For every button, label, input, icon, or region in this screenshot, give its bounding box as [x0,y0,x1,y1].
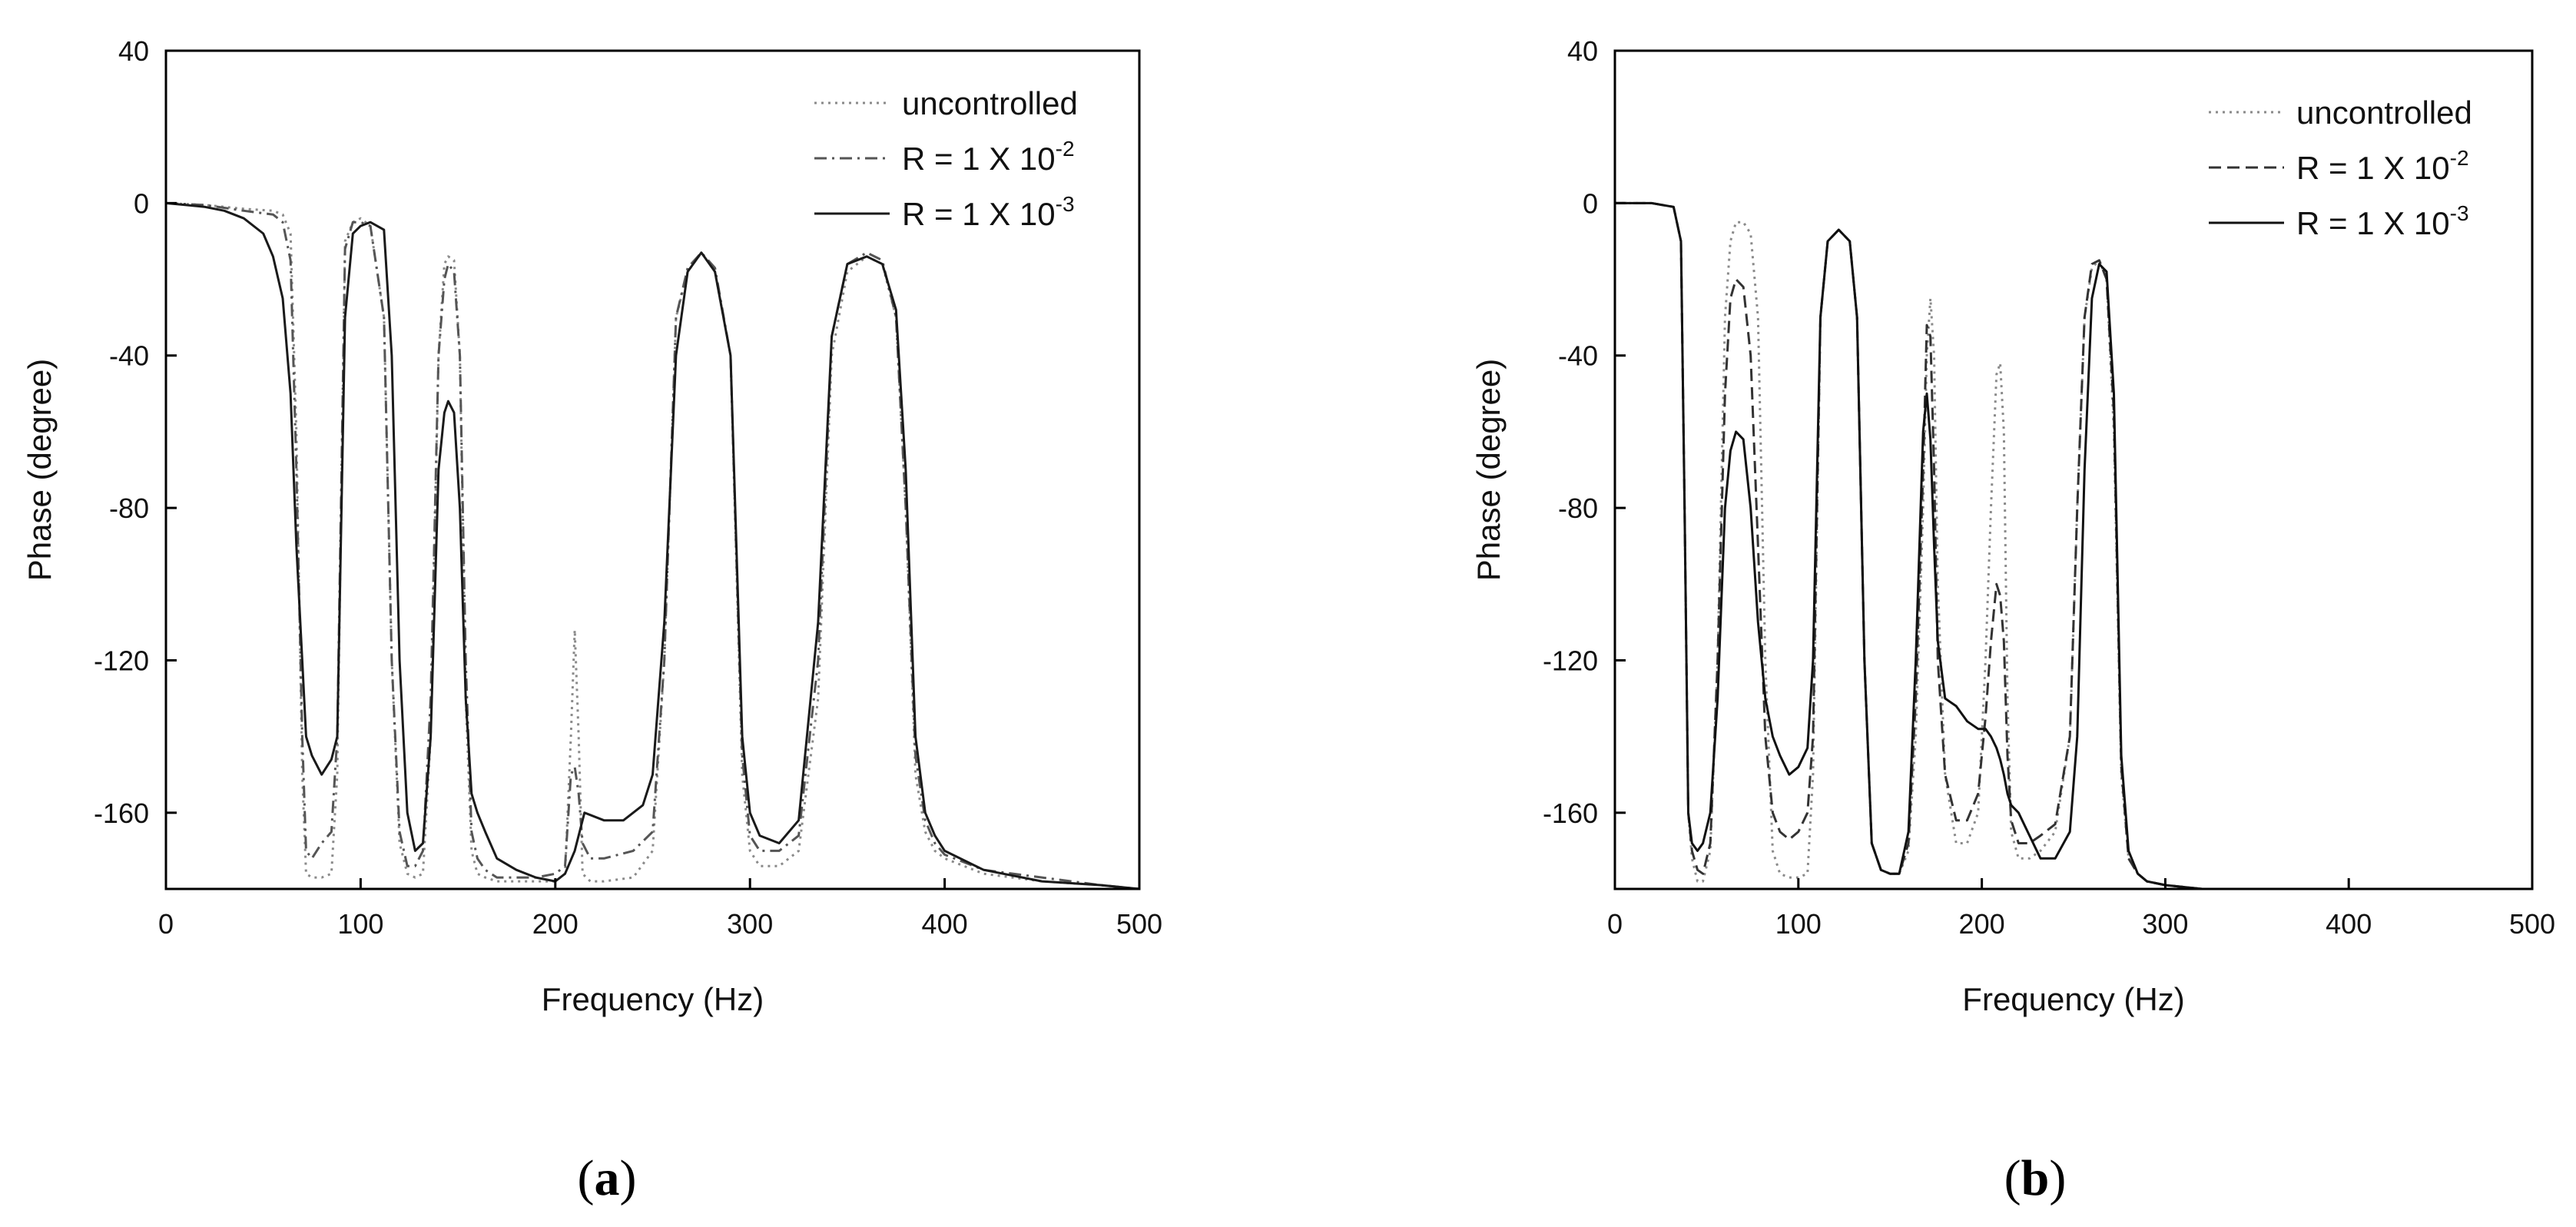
x-tick-label: 300 [2142,908,2188,940]
legend-label: R = 1 X 10-3 [2296,201,2469,241]
x-tick-label: 400 [2326,908,2372,940]
x-tick-label: 200 [1959,908,2005,940]
chart-b: 0 100 200 300 400 500400-40-80-120-160Frequen… [1470,35,2555,1206]
y-axis-label: Phase (degree) [1470,359,1507,582]
x-axis-label: Frequency (Hz) [542,981,764,1017]
series-line-1 [1615,201,2532,890]
legend-label: uncontrolled [902,85,1078,121]
x-tick-label: 0 [158,908,174,940]
x-tick-label: 100 [337,908,383,940]
y-tick-label: -40 [109,340,149,372]
legend-label: R = 1 X 10-2 [902,137,1075,177]
y-tick-label: -120 [1543,645,1598,676]
x-axis-label: Frequency (Hz) [1962,981,2184,1017]
y-tick-label: -120 [94,645,149,676]
x-tick-label: 500 [1116,908,1162,940]
panel-caption: (a) [578,1150,637,1206]
x-tick-label: 0 [1607,908,1623,940]
y-tick-label: -160 [1543,798,1598,829]
series-line-2 [1615,201,2532,890]
legend-label: R = 1 X 10-2 [2296,146,2469,186]
panel-caption: (b) [2004,1150,2067,1206]
x-tick-label: 500 [2509,908,2555,940]
plot-frame [1613,49,2534,890]
y-tick-label: -80 [109,492,149,524]
y-tick-label: 0 [1583,187,1598,219]
x-tick-label: 300 [727,908,773,940]
y-tick-label: 40 [118,35,149,67]
x-tick-label: 200 [532,908,579,940]
x-tick-label: 100 [1775,908,1822,940]
legend-label: uncontrolled [2296,95,2472,131]
y-tick-label: -80 [1558,492,1598,524]
y-tick-label: 0 [134,187,149,219]
series-line-3 [1615,201,2532,890]
chart-a: 0 100 200 300 400 500400-40-80-120-160Frequen… [22,35,1162,1206]
y-tick-label: -40 [1558,340,1598,372]
plot-frame [164,49,1141,890]
legend-label: R = 1 X 10-3 [902,192,1075,232]
y-tick-label: 40 [1567,35,1598,67]
y-axis-label: Phase (degree) [22,359,58,582]
y-tick-label: -160 [94,798,149,829]
x-tick-label: 400 [922,908,968,940]
series-line-3 [165,201,1140,890]
